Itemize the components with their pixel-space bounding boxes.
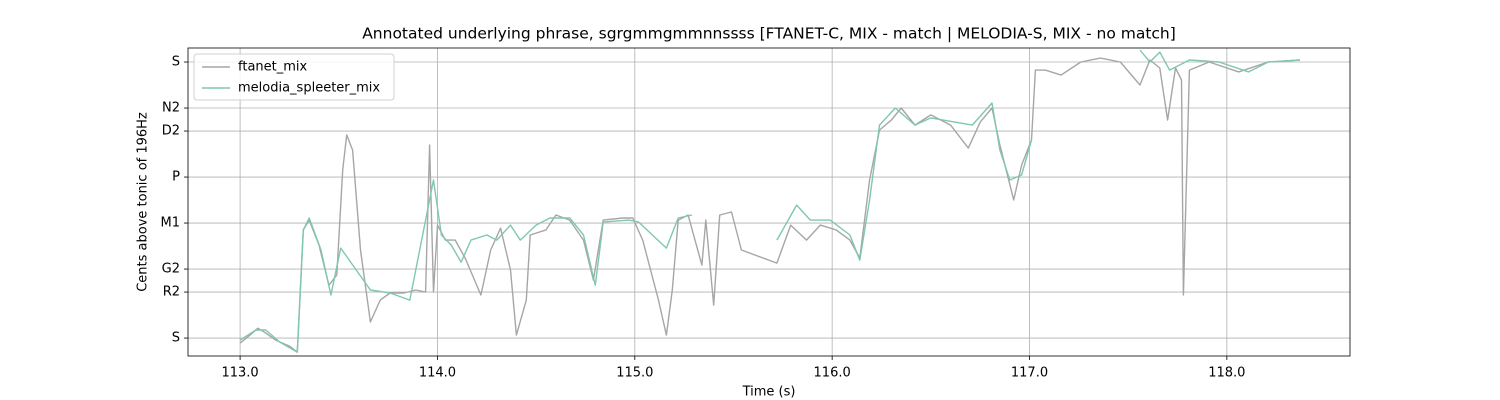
x-tick-label: 115.0 bbox=[616, 366, 653, 381]
y-tick-label: M1 bbox=[161, 216, 181, 231]
legend-label: ftanet_mix bbox=[238, 60, 308, 75]
y-tick-label: S bbox=[172, 331, 180, 346]
x-axis-label: Time (s) bbox=[742, 385, 796, 400]
series-line bbox=[239, 49, 1300, 353]
y-tick-label: R2 bbox=[163, 285, 180, 300]
x-tick-label: 116.0 bbox=[814, 366, 851, 381]
legend: ftanet_mix melodia_spleeter_mix bbox=[193, 53, 395, 101]
y-tick-label: N2 bbox=[162, 101, 180, 116]
series-line bbox=[239, 57, 1300, 353]
x-tick-label: 118.0 bbox=[1208, 366, 1245, 381]
x-tick-label: 113.0 bbox=[221, 366, 258, 381]
legend-label: melodia_spleeter_mix bbox=[238, 81, 380, 96]
plot-lines bbox=[239, 49, 1300, 353]
y-axis-label: Cents above tonic of 196Hz bbox=[136, 112, 151, 292]
legend-box bbox=[193, 53, 395, 101]
y-tick-label: P bbox=[172, 170, 180, 185]
plot-frame bbox=[187, 47, 1351, 357]
chart-title: Annotated underlying phrase, sgrgmmgmmnn… bbox=[362, 25, 1176, 43]
y-tick-label: D2 bbox=[162, 124, 180, 139]
x-tick-label: 117.0 bbox=[1011, 366, 1048, 381]
x-tick-label: 114.0 bbox=[419, 366, 456, 381]
y-tick-label: S bbox=[172, 55, 180, 70]
y-tick-label: G2 bbox=[162, 262, 180, 277]
